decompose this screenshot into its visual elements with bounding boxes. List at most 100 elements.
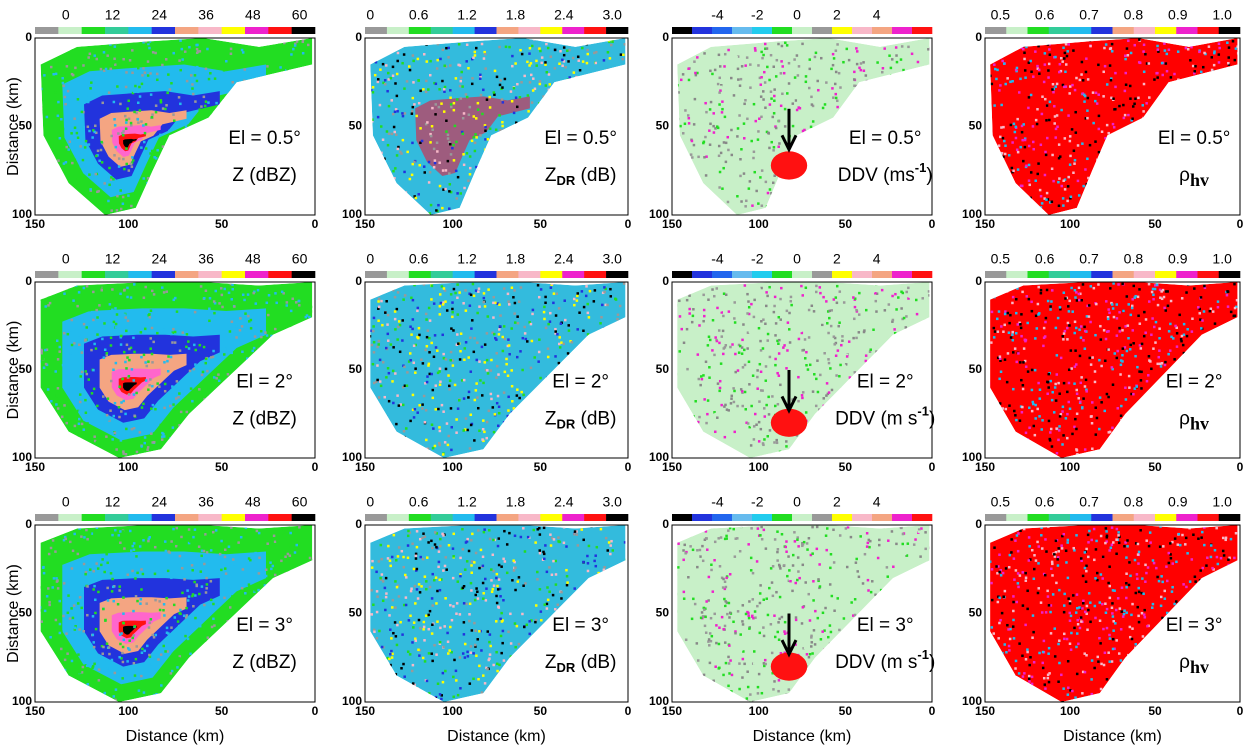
speckle	[428, 307, 431, 310]
speckle	[538, 296, 541, 299]
colorbar-swatch	[712, 27, 732, 34]
variable-subscript: hv	[1190, 170, 1209, 190]
speckle	[521, 146, 524, 149]
speckle	[44, 349, 47, 352]
speckle	[602, 352, 605, 355]
speckle	[176, 288, 179, 291]
speckle	[214, 184, 217, 187]
speckle	[73, 429, 76, 432]
speckle	[150, 93, 153, 96]
speckle	[473, 439, 476, 442]
speckle	[703, 398, 706, 401]
speckle	[162, 156, 165, 159]
speckle	[122, 196, 125, 199]
speckle	[850, 160, 853, 163]
speckle	[133, 393, 136, 396]
speckle	[1234, 172, 1237, 175]
speckle	[175, 397, 178, 400]
speckle	[36, 116, 39, 119]
speckle	[550, 286, 553, 289]
speckle	[678, 145, 681, 148]
colorbar-tick-label: 60	[292, 251, 308, 267]
speckle	[185, 53, 188, 56]
speckle	[524, 447, 527, 450]
speckle	[801, 397, 804, 400]
speckle	[842, 61, 845, 64]
speckle	[464, 347, 467, 350]
speckle	[309, 423, 312, 426]
speckle	[92, 291, 95, 294]
speckle	[463, 397, 466, 400]
speckle	[718, 445, 721, 448]
speckle	[501, 125, 504, 128]
speckle	[554, 330, 557, 333]
speckle	[920, 81, 923, 84]
speckle	[1127, 54, 1130, 57]
speckle	[125, 71, 128, 74]
speckle	[235, 206, 238, 209]
speckle	[434, 159, 437, 162]
speckle	[550, 435, 553, 438]
speckle	[300, 177, 303, 180]
speckle	[45, 171, 48, 174]
colorbar-swatch	[584, 27, 606, 34]
speckle	[41, 51, 44, 54]
speckle	[446, 422, 449, 425]
speckle	[60, 199, 63, 202]
speckle	[52, 326, 55, 329]
speckle	[214, 49, 217, 52]
speckle	[226, 153, 229, 156]
speckle	[876, 451, 879, 454]
speckle	[263, 212, 266, 215]
speckle	[622, 400, 625, 403]
speckle	[679, 147, 682, 150]
speckle	[1063, 57, 1066, 60]
speckle	[103, 356, 106, 359]
speckle	[428, 363, 431, 366]
speckle	[603, 327, 606, 330]
speckle	[920, 359, 923, 362]
speckle	[515, 130, 518, 133]
speckle	[248, 402, 251, 405]
speckle	[753, 40, 756, 43]
speckle	[818, 299, 821, 302]
speckle	[720, 152, 723, 155]
speckle	[395, 423, 398, 426]
speckle	[883, 47, 886, 50]
speckle	[711, 288, 714, 291]
speckle	[614, 438, 617, 441]
speckle	[173, 143, 176, 146]
speckle	[806, 321, 809, 324]
speckle	[866, 197, 869, 200]
speckle	[1156, 45, 1159, 48]
speckle	[704, 136, 707, 139]
speckle	[436, 349, 439, 352]
speckle	[1134, 128, 1137, 131]
speckle	[125, 330, 128, 333]
speckle	[258, 363, 261, 366]
speckle	[367, 190, 370, 193]
speckle	[873, 101, 876, 104]
speckle	[740, 78, 743, 81]
speckle	[216, 412, 219, 415]
speckle	[484, 148, 487, 151]
speckle	[184, 141, 187, 144]
colorbar-swatch	[872, 271, 892, 278]
speckle	[164, 138, 167, 141]
speckle	[401, 62, 404, 65]
panel: 00.61.21.82.43.0050100150100500El = 0.5°…	[342, 7, 632, 231]
speckle	[529, 140, 532, 143]
speckle	[507, 293, 510, 296]
colorbar-swatch	[268, 27, 292, 34]
speckle	[1002, 126, 1005, 129]
speckle	[926, 327, 929, 330]
speckle	[456, 283, 459, 286]
speckle	[567, 169, 570, 172]
speckle	[607, 51, 610, 54]
speckle	[601, 396, 604, 399]
speckle	[760, 287, 763, 290]
speckle	[540, 288, 543, 291]
speckle	[439, 293, 442, 296]
speckle	[244, 312, 247, 315]
speckle	[786, 349, 789, 352]
